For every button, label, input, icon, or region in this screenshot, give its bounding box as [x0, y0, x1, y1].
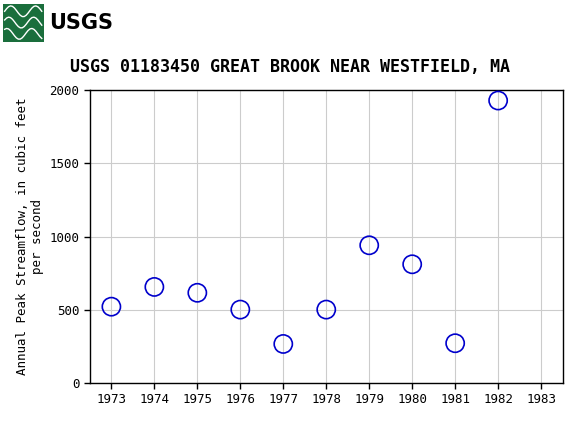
Point: [321, 306, 331, 313]
Text: USGS: USGS: [49, 12, 113, 33]
Point: [150, 283, 159, 290]
Bar: [3, 3, 43, 42]
Point: [451, 340, 460, 347]
Point: [278, 341, 288, 347]
Text: USGS 01183450 GREAT BROOK NEAR WESTFIELD, MA: USGS 01183450 GREAT BROOK NEAR WESTFIELD…: [70, 58, 510, 76]
Y-axis label: Annual Peak Streamflow, in cubic feet
per second: Annual Peak Streamflow, in cubic feet pe…: [16, 98, 44, 375]
Point: [235, 306, 245, 313]
Point: [365, 242, 374, 249]
Point: [193, 289, 202, 296]
Point: [408, 261, 417, 268]
Bar: [3, 3, 119, 42]
Point: [494, 97, 503, 104]
Point: [107, 303, 116, 310]
